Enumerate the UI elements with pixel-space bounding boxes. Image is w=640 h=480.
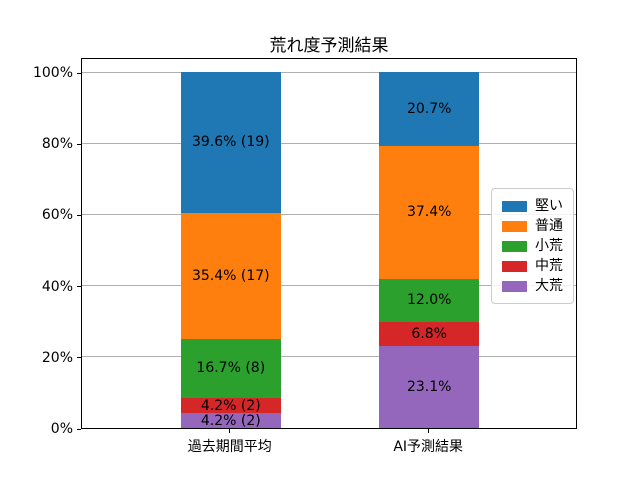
y-tick-label: 40% xyxy=(41,278,73,295)
legend-swatch xyxy=(502,240,527,252)
bar-segment-小荒: 12.0% xyxy=(379,278,480,322)
legend-label: 小荒 xyxy=(535,238,563,254)
legend-swatch xyxy=(502,220,527,232)
y-tick-mark xyxy=(77,143,81,145)
bar-segment-中荒: 6.8% xyxy=(379,321,480,346)
y-tick-mark xyxy=(77,357,81,359)
bar-segment-label: 39.6% (19) xyxy=(191,134,270,151)
bar-segment-label: 23.1% xyxy=(406,378,452,395)
gridline xyxy=(82,213,576,215)
bar-segment-label: 20.7% xyxy=(406,100,452,117)
bar-segment-label: 4.2% (2) xyxy=(200,397,261,414)
y-tick-label: 100% xyxy=(32,65,73,81)
legend-label: 中荒 xyxy=(535,258,563,274)
bar-segment-大荒: 4.2% (2) xyxy=(180,412,281,429)
x-tick-mark xyxy=(427,429,429,433)
y-tick-mark xyxy=(77,286,81,288)
x-tick-label-2: AI予測結果 xyxy=(393,439,464,455)
bar-segment-堅い: 39.6% (19) xyxy=(180,72,281,213)
x-tick-mark xyxy=(229,429,231,433)
y-tick-mark xyxy=(77,72,81,74)
bar-segment-label: 35.4% (17) xyxy=(191,267,270,284)
gridline xyxy=(82,142,576,144)
bar-segment-大荒: 23.1% xyxy=(379,345,480,428)
bar-segment-中荒: 4.2% (2) xyxy=(180,397,281,414)
legend-label: 普通 xyxy=(535,218,563,234)
legend-swatch xyxy=(502,200,527,212)
bar-segment-label: 12.0% xyxy=(406,292,452,309)
bar-segment-label: 4.2% (2) xyxy=(200,412,261,429)
y-tick-mark xyxy=(77,428,81,430)
y-tick-mark xyxy=(77,214,81,216)
bar-segment-label: 37.4% xyxy=(406,204,452,221)
legend-label: 堅い xyxy=(535,198,563,214)
y-tick-label: 20% xyxy=(41,349,73,366)
y-tick-label: 0% xyxy=(50,421,73,437)
gridline xyxy=(82,285,576,287)
legend: 堅い普通小荒中荒大荒 xyxy=(491,188,574,304)
gridline xyxy=(82,356,576,358)
bar-segment-小荒: 16.7% (8) xyxy=(180,338,281,399)
legend-swatch xyxy=(502,260,527,272)
bar-segment-label: 16.7% (8) xyxy=(196,360,266,377)
legend-swatch xyxy=(502,280,527,292)
bar-segment-堅い: 20.7% xyxy=(379,72,480,146)
y-tick-label: 80% xyxy=(41,136,73,153)
chart-title: 荒れ度予測結果 xyxy=(269,36,389,56)
bar-segment-普通: 35.4% (17) xyxy=(180,212,281,339)
legend-item-大荒: 大荒 xyxy=(502,276,563,296)
y-tick-label: 60% xyxy=(41,207,73,224)
bar-segment-label: 6.8% xyxy=(411,325,447,342)
bar-segment-普通: 37.4% xyxy=(379,145,480,279)
legend-item-中荒: 中荒 xyxy=(502,256,563,276)
legend-item-小荒: 小荒 xyxy=(502,236,563,256)
legend-item-堅い: 堅い xyxy=(502,196,563,216)
legend-label: 大荒 xyxy=(535,278,563,294)
legend-item-普通: 普通 xyxy=(502,216,563,236)
x-tick-label-1: 過去期間平均 xyxy=(187,439,272,455)
gridline xyxy=(82,71,576,73)
